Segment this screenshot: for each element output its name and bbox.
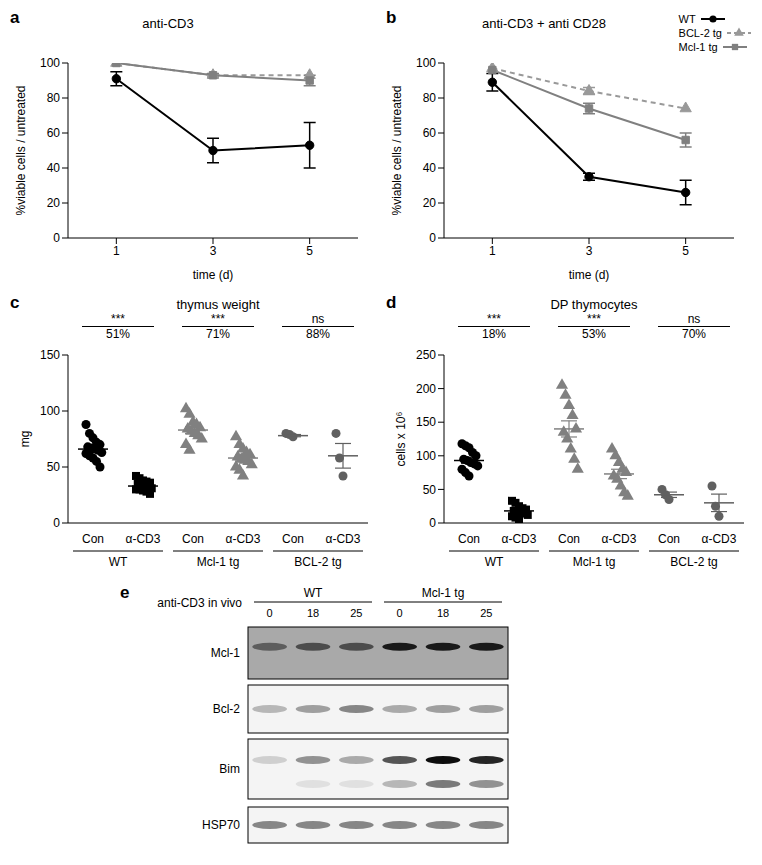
html-text:DP thymocytes: DP thymocytes	[550, 297, 638, 312]
svg-text:5: 5	[306, 244, 313, 258]
svg-text:BCL-2 tg: BCL-2 tg	[670, 555, 717, 569]
svg-text:0: 0	[53, 231, 60, 245]
html-text:ns: ns	[687, 312, 701, 326]
svg-text:WT: WT	[109, 555, 128, 569]
svg-text:mg: mg	[18, 431, 32, 448]
svg-text:3: 3	[210, 244, 217, 258]
svg-text:100: 100	[40, 404, 60, 418]
html-text:53%: 53%	[582, 327, 606, 341]
svg-text:3: 3	[586, 244, 593, 258]
svg-text:100: 100	[40, 56, 60, 70]
svg-text:18: 18	[437, 607, 449, 619]
svg-text:time (d): time (d)	[193, 268, 234, 282]
html-text:70%: 70%	[682, 327, 706, 341]
svg-text:150: 150	[416, 415, 436, 429]
svg-text:200: 200	[416, 382, 436, 396]
svg-text:%viable cells / untreated: %viable cells / untreated	[390, 85, 404, 215]
svg-text:25: 25	[480, 607, 492, 619]
svg-text:1: 1	[489, 244, 496, 258]
html-text:c: c	[10, 293, 20, 312]
svg-text:cells x 10⁶: cells x 10⁶	[394, 411, 408, 466]
html-text:WT: WT	[678, 13, 696, 25]
html-text:BCL-2 tg: BCL-2 tg	[678, 27, 722, 39]
svg-text:WT: WT	[485, 555, 504, 569]
svg-text:α-CD3: α-CD3	[702, 532, 737, 546]
svg-text:100: 100	[416, 56, 436, 70]
svg-text:0: 0	[267, 607, 273, 619]
svg-text:40: 40	[423, 161, 437, 175]
svg-text:Bcl-2: Bcl-2	[213, 702, 241, 716]
svg-text:Con: Con	[458, 532, 480, 546]
svg-text:80: 80	[423, 91, 437, 105]
svg-text:5: 5	[682, 244, 689, 258]
svg-text:Mcl-1 tg: Mcl-1 tg	[197, 555, 240, 569]
html-text:71%: 71%	[206, 327, 230, 341]
svg-text:Mcl-1 tg: Mcl-1 tg	[573, 555, 616, 569]
html-text:ns: ns	[311, 312, 325, 326]
html-text:51%: 51%	[106, 327, 130, 341]
svg-text:Con: Con	[282, 532, 304, 546]
svg-text:HSP70: HSP70	[202, 818, 240, 832]
html-text:anti-CD3 + anti CD28: anti-CD3 + anti CD28	[482, 16, 606, 31]
svg-text:150: 150	[40, 348, 60, 362]
svg-text:18: 18	[307, 607, 319, 619]
svg-text:0: 0	[53, 516, 60, 530]
svg-text:WT: WT	[304, 586, 323, 600]
svg-text:60: 60	[47, 126, 61, 140]
svg-text:α-CD3: α-CD3	[226, 532, 261, 546]
svg-text:Mcl-1 tg: Mcl-1 tg	[422, 586, 465, 600]
svg-text:α-CD3: α-CD3	[326, 532, 361, 546]
svg-text:α-CD3: α-CD3	[602, 532, 637, 546]
html-text:e: e	[120, 583, 130, 602]
svg-text:1: 1	[113, 244, 120, 258]
svg-text:Bim: Bim	[219, 762, 240, 776]
svg-text:20: 20	[423, 196, 437, 210]
svg-text:%viable cells / untreated: %viable cells / untreated	[14, 85, 28, 215]
svg-text:Mcl-1: Mcl-1	[211, 646, 241, 660]
html-text:d: d	[386, 293, 397, 312]
svg-text:100: 100	[416, 449, 436, 463]
svg-text:80: 80	[47, 91, 61, 105]
svg-text:0: 0	[397, 607, 403, 619]
svg-text:50: 50	[47, 460, 61, 474]
svg-text:250: 250	[416, 348, 436, 362]
svg-text:anti-CD3 in vivo: anti-CD3 in vivo	[157, 596, 242, 610]
svg-text:25: 25	[350, 607, 362, 619]
svg-text:50: 50	[423, 483, 437, 497]
svg-text:α-CD3: α-CD3	[502, 532, 537, 546]
svg-text:60: 60	[423, 126, 437, 140]
svg-text:20: 20	[47, 196, 61, 210]
svg-text:α-CD3: α-CD3	[126, 532, 161, 546]
svg-text:Con: Con	[182, 532, 204, 546]
svg-text:Con: Con	[558, 532, 580, 546]
html-text:b: b	[386, 8, 397, 27]
html-text:anti-CD3: anti-CD3	[142, 16, 194, 31]
html-text:Mcl-1 tg: Mcl-1 tg	[678, 41, 718, 53]
svg-text:0: 0	[429, 231, 436, 245]
svg-text:0: 0	[429, 516, 436, 530]
svg-text:Con: Con	[658, 532, 680, 546]
svg-text:time (d): time (d)	[569, 268, 610, 282]
html-text:a: a	[10, 8, 20, 27]
svg-text:BCL-2 tg: BCL-2 tg	[294, 555, 341, 569]
html-text:thymus weight: thymus weight	[176, 297, 260, 312]
svg-text:Con: Con	[82, 532, 104, 546]
html-text:18%: 18%	[482, 327, 506, 341]
html-text:88%: 88%	[306, 327, 330, 341]
svg-text:40: 40	[47, 161, 61, 175]
